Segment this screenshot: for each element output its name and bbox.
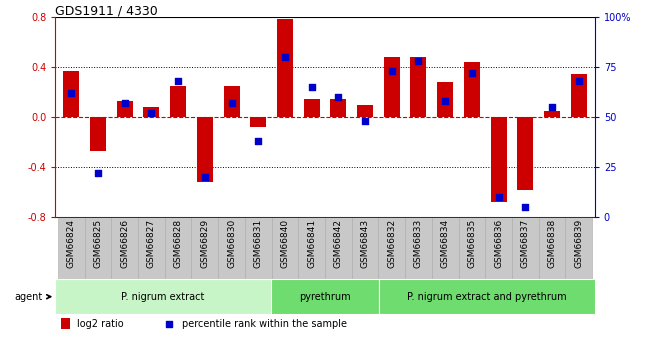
Point xyxy=(573,79,584,84)
Bar xyxy=(512,217,539,279)
Bar xyxy=(164,217,192,279)
Text: GSM66840: GSM66840 xyxy=(280,219,289,268)
Point xyxy=(163,321,174,327)
Bar xyxy=(170,86,186,117)
Text: GSM66838: GSM66838 xyxy=(547,219,556,268)
Bar xyxy=(458,217,486,279)
Text: P. nigrum extract: P. nigrum extract xyxy=(122,292,205,302)
Point xyxy=(146,110,157,116)
Text: GDS1911 / 4330: GDS1911 / 4330 xyxy=(55,4,158,17)
Bar xyxy=(138,217,164,279)
Bar xyxy=(544,111,560,117)
Text: GSM66833: GSM66833 xyxy=(414,219,423,268)
Bar xyxy=(60,318,70,329)
Bar xyxy=(117,101,133,117)
Point xyxy=(226,100,237,106)
Point xyxy=(387,69,397,74)
Point xyxy=(467,70,477,76)
Bar xyxy=(272,217,298,279)
Bar xyxy=(218,217,245,279)
Bar xyxy=(486,217,512,279)
Bar xyxy=(357,105,373,117)
Bar xyxy=(90,117,106,151)
Bar xyxy=(517,117,533,190)
Bar xyxy=(224,86,240,117)
Bar xyxy=(378,217,405,279)
Text: GSM66839: GSM66839 xyxy=(574,219,583,268)
Text: GSM66830: GSM66830 xyxy=(227,219,236,268)
Text: GSM66836: GSM66836 xyxy=(494,219,503,268)
Point xyxy=(200,175,210,180)
Text: GSM66825: GSM66825 xyxy=(94,219,103,268)
Bar xyxy=(432,217,458,279)
Text: GSM66842: GSM66842 xyxy=(334,219,343,268)
Bar xyxy=(539,217,566,279)
Point xyxy=(120,100,130,106)
Bar xyxy=(304,99,320,117)
Bar xyxy=(437,82,453,117)
Text: GSM66835: GSM66835 xyxy=(467,219,476,268)
Bar xyxy=(405,217,432,279)
Bar xyxy=(58,217,84,279)
Point xyxy=(173,79,183,84)
Text: GSM66824: GSM66824 xyxy=(67,219,76,268)
Text: GSM66837: GSM66837 xyxy=(521,219,530,268)
Point xyxy=(520,205,530,210)
Bar xyxy=(192,217,218,279)
Text: GSM66827: GSM66827 xyxy=(147,219,156,268)
Bar xyxy=(325,217,352,279)
Text: GSM66826: GSM66826 xyxy=(120,219,129,268)
Bar xyxy=(571,73,587,117)
Bar xyxy=(298,217,325,279)
Text: pyrethrum: pyrethrum xyxy=(299,292,351,302)
Text: GSM66834: GSM66834 xyxy=(441,219,450,268)
Point xyxy=(413,59,424,64)
Text: GSM66832: GSM66832 xyxy=(387,219,396,268)
Point xyxy=(333,95,344,100)
Text: percentile rank within the sample: percentile rank within the sample xyxy=(182,319,347,329)
Bar xyxy=(566,217,592,279)
Bar xyxy=(63,71,79,117)
Point xyxy=(440,99,450,104)
Point xyxy=(66,90,77,96)
Point xyxy=(547,105,557,110)
Point xyxy=(493,195,504,200)
Bar xyxy=(491,117,506,202)
Point xyxy=(360,119,370,124)
Bar xyxy=(250,117,266,127)
Bar xyxy=(410,57,426,117)
Bar xyxy=(245,217,272,279)
Text: log2 ratio: log2 ratio xyxy=(77,319,124,329)
Bar xyxy=(55,279,271,314)
Text: GSM66829: GSM66829 xyxy=(200,219,209,268)
Bar xyxy=(384,57,400,117)
Bar xyxy=(464,62,480,117)
Bar xyxy=(271,279,379,314)
Point xyxy=(280,55,290,60)
Point xyxy=(306,85,317,90)
Text: GSM66841: GSM66841 xyxy=(307,219,316,268)
Text: GSM66828: GSM66828 xyxy=(174,219,183,268)
Bar xyxy=(84,217,111,279)
Text: GSM66831: GSM66831 xyxy=(254,219,263,268)
Bar xyxy=(144,107,159,117)
Point xyxy=(93,170,103,176)
Text: agent: agent xyxy=(15,292,51,302)
Bar xyxy=(330,99,346,117)
Text: P. nigrum extract and pyrethrum: P. nigrum extract and pyrethrum xyxy=(407,292,567,302)
Text: GSM66843: GSM66843 xyxy=(361,219,370,268)
Point xyxy=(253,139,263,144)
Bar xyxy=(379,279,595,314)
Bar xyxy=(277,19,293,117)
Bar xyxy=(197,117,213,183)
Bar xyxy=(352,217,378,279)
Bar xyxy=(111,217,138,279)
